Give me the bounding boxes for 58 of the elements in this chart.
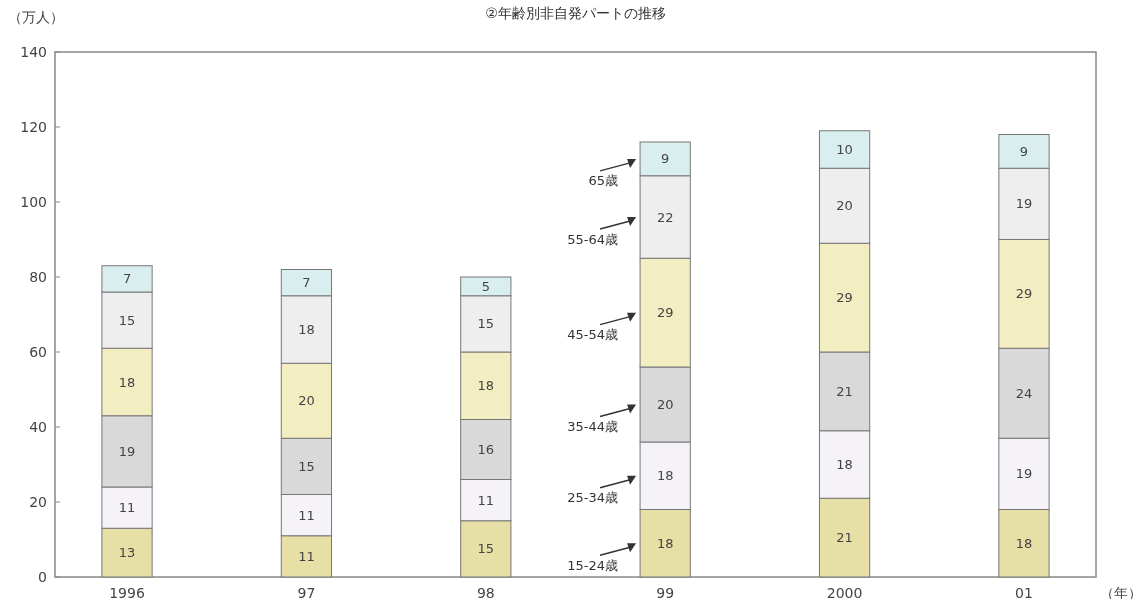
data-label: 20: [298, 393, 315, 409]
data-label: 21: [836, 383, 853, 399]
y-tick-label: 60: [29, 343, 47, 360]
x-tick-label: 97: [297, 584, 316, 599]
y-tick-label: 100: [20, 193, 47, 210]
x-tick-label: 1996: [109, 584, 145, 599]
series-label: 15-24歳: [567, 557, 619, 573]
data-label: 18: [1015, 535, 1033, 551]
data-label: 29: [836, 290, 853, 306]
data-label: 11: [477, 492, 495, 508]
y-tick-label: 120: [20, 118, 47, 135]
data-label: 18: [656, 468, 674, 484]
x-tick-label: 01: [1015, 584, 1033, 599]
data-label: 19: [1015, 196, 1033, 212]
y-tick-label: 140: [20, 43, 47, 60]
data-label: 15: [477, 541, 495, 557]
x-tick-label: 99: [656, 584, 675, 599]
data-label: 11: [298, 507, 315, 523]
y-tick-label: 20: [29, 493, 47, 510]
x-tick-label: 2000: [826, 584, 863, 599]
x-tick-label: 98: [476, 584, 495, 599]
data-label: 24: [1015, 385, 1033, 401]
series-label: 25-34歳: [567, 490, 619, 506]
data-label: 15: [298, 458, 315, 474]
data-label: 19: [118, 443, 136, 459]
series-label: 35-44歳: [567, 419, 619, 435]
data-label: 9: [1019, 143, 1029, 159]
series-label: 55-64歳: [567, 231, 619, 247]
data-label: 10: [836, 142, 853, 158]
y-tick-label: 40: [29, 418, 47, 435]
data-label: 18: [298, 322, 315, 338]
chart-title: ②年齢別非自発パートの推移: [485, 5, 666, 21]
data-label: 16: [477, 442, 495, 458]
data-label: 20: [836, 198, 853, 214]
data-label: 19: [1015, 466, 1033, 482]
data-label: 18: [118, 374, 136, 390]
data-label: 29: [1015, 286, 1033, 302]
data-label: 7: [302, 275, 311, 291]
y-axis-title: （万人）: [8, 9, 64, 25]
data-label: 11: [118, 500, 136, 516]
data-label: 21: [836, 530, 853, 546]
data-label: 15: [477, 316, 495, 332]
data-label: 18: [477, 378, 495, 394]
y-tick-label: 0: [38, 568, 47, 585]
data-label: 9: [661, 151, 670, 167]
data-label: 5: [481, 278, 490, 294]
data-label: 20: [656, 397, 674, 413]
series-label: 45-54歳: [567, 327, 619, 343]
data-label: 22: [656, 209, 674, 225]
data-label: 18: [836, 457, 853, 473]
data-label: 11: [298, 548, 315, 564]
data-label: 18: [656, 535, 674, 551]
data-label: 29: [656, 305, 674, 321]
y-tick-label: 80: [29, 268, 47, 285]
data-label: 13: [118, 545, 136, 561]
series-label: 65歳: [588, 173, 619, 189]
data-label: 15: [118, 312, 136, 328]
data-label: 7: [122, 271, 132, 287]
